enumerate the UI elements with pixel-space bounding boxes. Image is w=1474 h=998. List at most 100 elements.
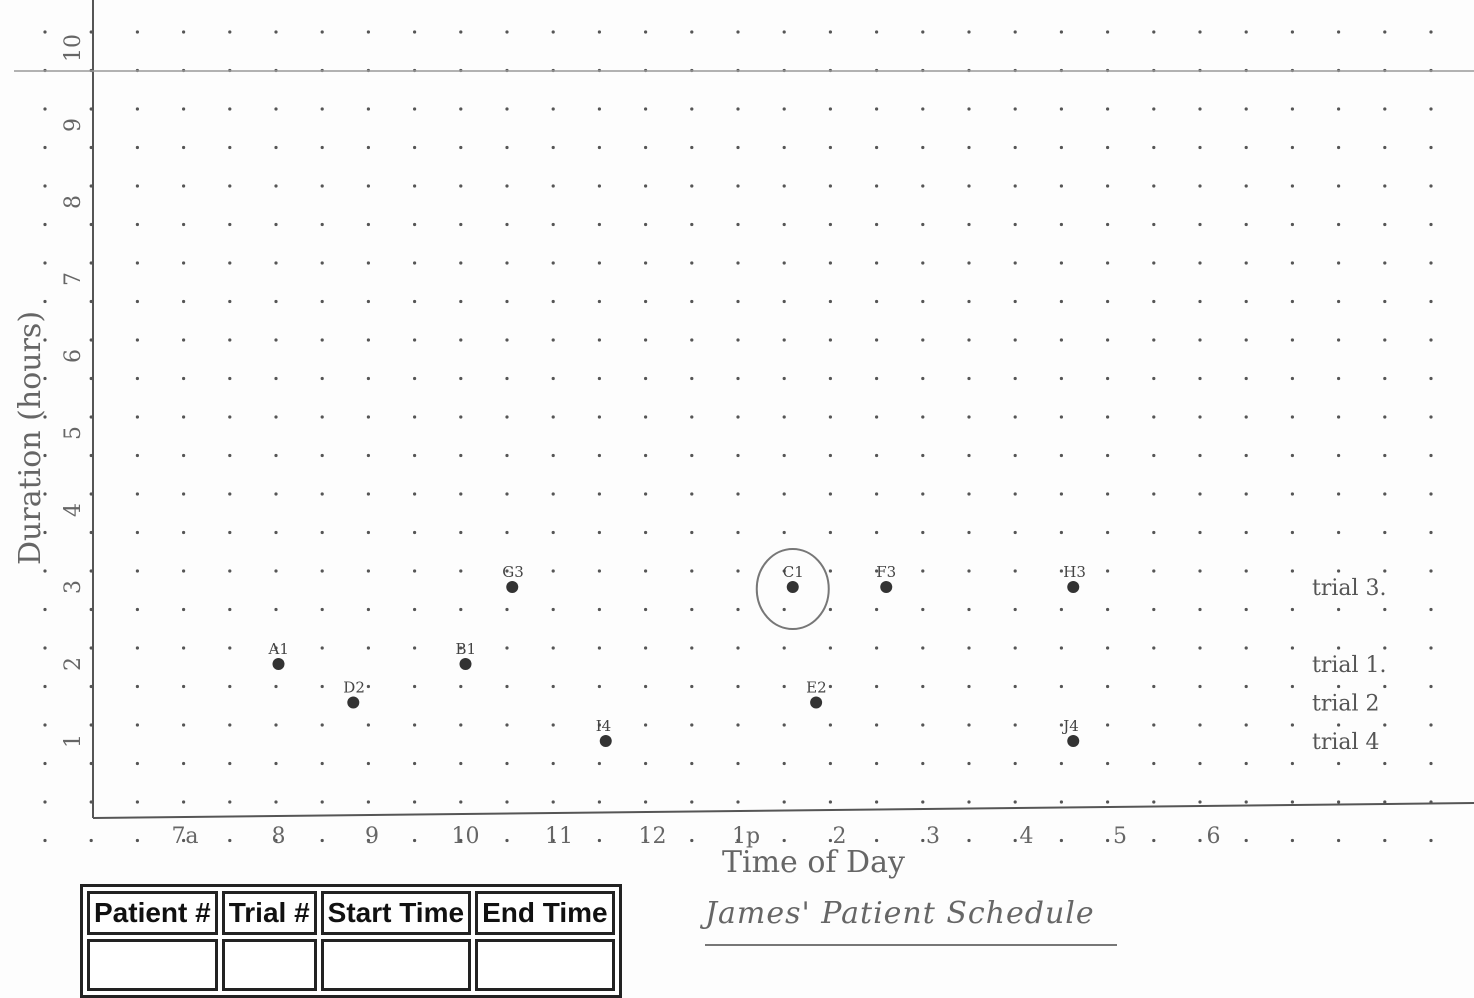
grid-dot — [1429, 723, 1433, 727]
grid-dot — [597, 569, 602, 573]
grid-dot — [135, 723, 139, 727]
grid-dot — [551, 30, 555, 34]
grid-dot — [1106, 299, 1110, 304]
grid-dot — [690, 30, 694, 34]
x-tick-label: 6 — [1207, 824, 1221, 849]
grid-dot — [135, 261, 139, 265]
grid-dot — [366, 607, 370, 612]
grid-dot — [690, 492, 694, 496]
grid-dot — [413, 684, 417, 689]
grid-dot — [551, 184, 555, 188]
grid-dot — [1290, 492, 1294, 496]
grid-dot — [1290, 376, 1294, 381]
dot-grid — [43, 30, 1433, 843]
grid-dot — [690, 376, 694, 381]
x-tick-label: 1p — [732, 824, 760, 849]
grid-dot — [228, 261, 232, 265]
grid-dot — [274, 569, 278, 573]
grid-dot — [1383, 684, 1387, 689]
grid-dot — [228, 723, 232, 727]
col-start-header: Start Time — [320, 891, 472, 935]
y-tick-label: 8 — [61, 195, 86, 209]
grid-dot — [274, 800, 278, 804]
data-point — [786, 581, 799, 593]
grid-dot — [690, 530, 694, 535]
trial-note: trial 4 — [1312, 730, 1380, 755]
grid-dot — [182, 838, 186, 843]
grid-dot — [1059, 107, 1063, 111]
grid-dot — [644, 530, 648, 535]
grid-dot — [736, 261, 740, 265]
y-tick-label: 7 — [61, 272, 86, 286]
grid-dot — [274, 761, 278, 766]
grid-dot — [182, 607, 186, 612]
grid-dot — [644, 222, 648, 227]
grid-dot — [459, 684, 463, 689]
grid-dot — [967, 684, 971, 689]
grid-dot — [135, 145, 139, 150]
grid-dot — [921, 800, 925, 804]
grid-dot — [828, 569, 833, 573]
grid-dot — [413, 261, 417, 265]
grid-dot — [1198, 222, 1202, 227]
grid-dot — [1198, 299, 1202, 304]
grid-dot — [320, 800, 324, 804]
grid-dot — [736, 338, 740, 342]
grid-dot — [644, 184, 648, 188]
grid-dot — [551, 376, 555, 381]
grid-dot — [1244, 222, 1248, 227]
grid-dot — [1429, 569, 1433, 573]
grid-dot — [182, 376, 186, 381]
grid-dot — [459, 569, 463, 573]
grid-dot — [1059, 800, 1063, 804]
grid-dot — [551, 338, 555, 342]
grid-dot — [1337, 299, 1341, 304]
grid-dot — [1337, 376, 1341, 381]
grid-dot — [597, 492, 602, 496]
grid-dot — [135, 30, 139, 34]
grid-dot — [551, 261, 555, 265]
grid-dot — [597, 761, 602, 766]
grid-dot — [1244, 646, 1248, 650]
grid-dot — [1383, 184, 1387, 188]
grid-dot — [690, 184, 694, 188]
grid-dot — [921, 453, 925, 458]
grid-dot — [644, 376, 648, 381]
grid-dot — [135, 338, 139, 342]
caption-underline — [705, 944, 1117, 946]
grid-dot — [921, 261, 925, 265]
grid-dot — [228, 376, 232, 381]
grid-dot — [459, 530, 463, 535]
grid-dot — [782, 338, 786, 342]
grid-dot — [413, 838, 417, 843]
point-label: H3 — [1063, 563, 1086, 581]
table-header-row: Patient # Trial # Start Time End Time — [87, 891, 615, 935]
grid-dot — [828, 145, 833, 150]
grid-dot — [1429, 530, 1433, 535]
grid-dot — [1106, 222, 1110, 227]
grid-dot — [1013, 222, 1017, 227]
grid-dot — [597, 607, 602, 612]
grid-dot — [828, 299, 833, 304]
grid-dot — [1383, 222, 1387, 227]
grid-dot — [1383, 530, 1387, 535]
y-tick-label: 9 — [61, 118, 86, 132]
grid-dot — [274, 415, 278, 419]
grid-dot — [1337, 530, 1341, 535]
grid-dot — [505, 376, 509, 381]
grid-dot — [1106, 646, 1110, 650]
grid-dot — [690, 222, 694, 227]
grid-dot — [690, 338, 694, 342]
grid-dot — [828, 30, 833, 34]
grid-dot — [135, 453, 139, 458]
grid-dot — [1152, 723, 1156, 727]
grid-dot — [551, 723, 555, 727]
grid-dot — [1337, 761, 1341, 766]
trial-note: trial 2 — [1312, 692, 1380, 717]
grid-dot — [1152, 607, 1156, 612]
grid-dot — [875, 222, 879, 227]
grid-dot — [1106, 530, 1110, 535]
grid-dot — [1152, 299, 1156, 304]
trial-note: trial 1. — [1312, 653, 1387, 678]
grid-dot — [366, 569, 370, 573]
